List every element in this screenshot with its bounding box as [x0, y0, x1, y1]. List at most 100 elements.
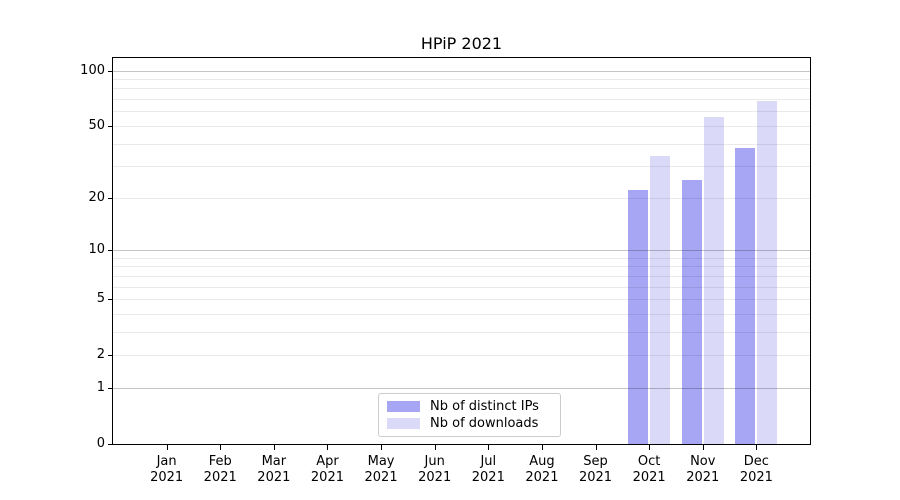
- x-tick: [381, 445, 383, 450]
- legend-item-nb-of-distinct-ips: Nb of distinct IPs: [387, 399, 552, 414]
- gridline-minor: [113, 286, 810, 288]
- x-tick-year: 2021: [418, 470, 452, 485]
- x-tick-month: May: [367, 454, 395, 469]
- gridline-minor: [113, 166, 810, 168]
- gridline-minor: [113, 331, 810, 333]
- x-tick-label: Dec 2021: [724, 454, 788, 486]
- x-tick-month: Jun: [424, 454, 445, 469]
- gridline-minor: [113, 355, 810, 357]
- x-tick: [488, 445, 490, 450]
- x-tick-year: 2021: [150, 470, 184, 485]
- bar-nb-of-distinct-ips-dec: [735, 147, 756, 444]
- x-tick: [649, 445, 651, 450]
- y-tick-label: 10: [88, 241, 105, 257]
- legend-swatch: [387, 401, 420, 412]
- x-tick-label: Sep 2021: [564, 454, 628, 486]
- x-tick-month: Nov: [690, 454, 716, 469]
- y-tick-label: 2: [96, 347, 105, 363]
- x-tick-label: Jun 2021: [403, 454, 467, 486]
- y-tick: [108, 444, 112, 445]
- x-tick: [434, 445, 436, 450]
- x-tick-year: 2021: [203, 470, 237, 485]
- x-tick: [541, 445, 543, 450]
- x-tick-year: 2021: [257, 470, 291, 485]
- x-tick: [220, 445, 222, 450]
- gridline-minor: [113, 125, 810, 127]
- x-tick-year: 2021: [471, 470, 505, 485]
- legend-label: Nb of distinct IPs: [430, 399, 539, 414]
- y-tick-label: 5: [96, 291, 105, 307]
- gridline-minor: [113, 299, 810, 301]
- y-tick: [108, 125, 112, 127]
- x-tick: [756, 445, 758, 450]
- gridline-minor: [113, 111, 810, 113]
- legend-swatch: [387, 418, 420, 429]
- y-tick: [108, 197, 112, 199]
- y-tick-label: 0: [96, 436, 105, 451]
- gridline-major: [113, 249, 810, 251]
- x-tick-label: Feb 2021: [188, 454, 252, 486]
- legend-label: Nb of downloads: [430, 416, 539, 431]
- x-tick-month: Oct: [637, 454, 661, 469]
- x-tick-year: 2021: [525, 470, 559, 485]
- x-tick-year: 2021: [310, 470, 344, 485]
- gridline-minor: [113, 79, 810, 81]
- y-tick-label: 20: [88, 189, 105, 205]
- y-tick-label: 1: [96, 379, 105, 395]
- x-tick: [273, 445, 275, 450]
- x-tick: [327, 445, 329, 450]
- grid-layer: [113, 58, 810, 444]
- bar-nb-of-downloads-dec: [757, 101, 778, 444]
- gridline-minor: [113, 99, 810, 101]
- gridline-major: [113, 387, 810, 389]
- chart-title: HPiP 2021: [420, 34, 503, 53]
- x-tick-label: Aug 2021: [510, 454, 574, 486]
- x-tick-month: Feb: [208, 454, 232, 469]
- x-tick-label: Jan 2021: [135, 454, 199, 486]
- gridline-major: [113, 70, 810, 72]
- x-tick-label: Jul 2021: [456, 454, 520, 486]
- x-tick-label: Apr 2021: [295, 454, 359, 486]
- x-tick: [702, 445, 704, 450]
- y-tick-label: 100: [80, 62, 105, 78]
- y-tick: [108, 355, 112, 357]
- x-tick-year: 2021: [364, 470, 398, 485]
- x-tick-year: 2021: [686, 470, 720, 485]
- gridline-minor: [113, 275, 810, 277]
- bars-layer: [113, 58, 810, 444]
- x-tick-year: 2021: [739, 470, 773, 485]
- legend: Nb of distinct IPs Nb of downloads: [378, 393, 561, 437]
- x-tick-month: Dec: [743, 454, 769, 469]
- x-tick-month: Apr: [316, 454, 339, 469]
- x-tick-label: Nov 2021: [671, 454, 735, 486]
- bar-nb-of-downloads-oct: [650, 156, 671, 444]
- bar-nb-of-distinct-ips-oct: [628, 190, 649, 444]
- x-tick-month: Sep: [583, 454, 608, 469]
- gridline-minor: [113, 266, 810, 268]
- gridline-minor: [113, 143, 810, 145]
- x-tick-month: Jul: [480, 454, 497, 469]
- y-tick-label: 50: [88, 117, 105, 133]
- gridline-minor: [113, 313, 810, 315]
- legend-item-nb-of-downloads: Nb of downloads: [387, 416, 552, 431]
- y-tick: [108, 249, 112, 251]
- y-tick: [108, 387, 112, 389]
- gridline-minor: [113, 257, 810, 259]
- x-tick-label: May 2021: [349, 454, 413, 486]
- y-tick: [108, 70, 112, 72]
- x-tick: [166, 445, 168, 450]
- x-tick-year: 2021: [578, 470, 613, 485]
- x-tick: [595, 445, 597, 450]
- bar-nb-of-distinct-ips-nov: [681, 180, 702, 444]
- x-tick-label: Oct 2021: [617, 454, 681, 486]
- x-tick-month: Aug: [529, 454, 555, 469]
- plot-area: [112, 57, 811, 445]
- x-tick-month: Mar: [261, 454, 287, 469]
- x-tick-year: 2021: [632, 470, 666, 485]
- x-tick-label: Mar 2021: [242, 454, 306, 486]
- gridline-minor: [113, 88, 810, 90]
- x-tick-month: Jan: [156, 454, 177, 469]
- gridline-minor: [113, 197, 810, 199]
- y-tick: [108, 299, 112, 301]
